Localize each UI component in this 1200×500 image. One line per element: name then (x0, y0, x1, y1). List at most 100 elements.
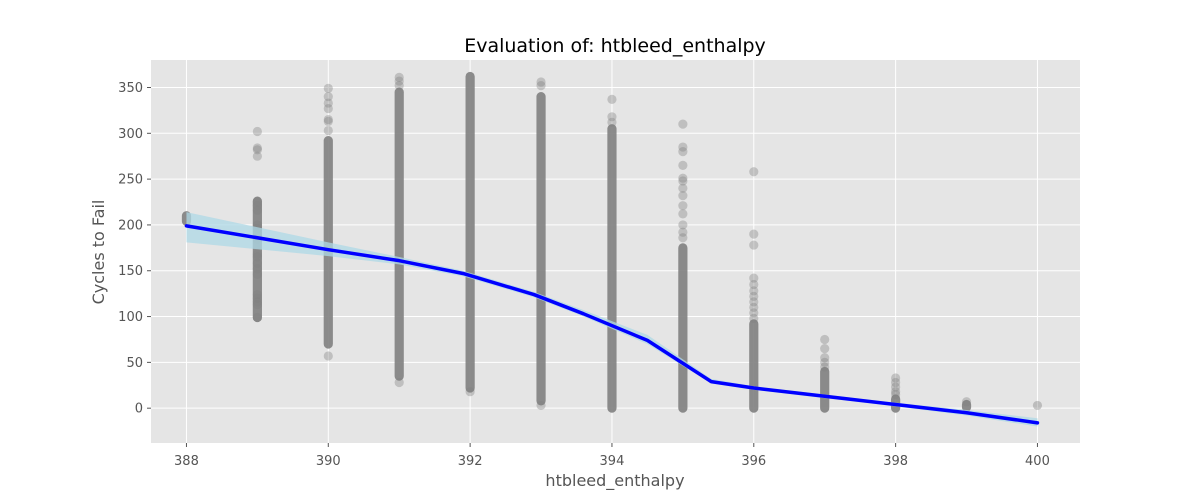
scatter-point (678, 227, 688, 237)
scatter-point (678, 233, 688, 243)
scatter-point (252, 312, 262, 323)
scatter-point (252, 289, 262, 300)
scatter-point (323, 116, 333, 126)
scatter-point (323, 83, 333, 94)
scatter-point (678, 220, 688, 230)
fit-line-layer (184, 224, 1040, 425)
scatter-point (678, 209, 688, 219)
scatter-point (820, 344, 830, 354)
scatter-point (536, 77, 546, 87)
scatter-point (678, 173, 688, 183)
scatter-point (536, 81, 546, 91)
scatter-point (252, 145, 262, 155)
scatter-point (607, 117, 617, 127)
scatter-point (891, 373, 901, 383)
scatter-point (678, 201, 688, 211)
scatter-point (678, 142, 688, 152)
scatter-point-column (536, 92, 546, 406)
scatter-point (607, 94, 617, 104)
chart-title: Evaluation of: htbleed_enthalpy (464, 35, 766, 57)
y-tick-label: 150 (118, 264, 143, 279)
y-tick-label: 250 (118, 173, 143, 188)
scatter-point (891, 377, 901, 388)
scatter-point (891, 387, 901, 397)
x-tick-label: 394 (600, 454, 625, 469)
scatter-point (323, 98, 333, 108)
confidence-band-layer (186, 212, 1038, 427)
scatter-point (678, 160, 688, 170)
scatter-point-column (323, 136, 333, 349)
scatter-point-column (678, 243, 688, 413)
scatter-point (1032, 400, 1043, 411)
scatter-point (749, 279, 759, 290)
scatter-point (252, 252, 262, 262)
scatter-point (820, 362, 830, 372)
scatter-point (252, 197, 262, 207)
x-tick-label: 396 (741, 454, 766, 469)
y-tick-label: 200 (118, 218, 143, 233)
y-tick-label: 350 (118, 81, 143, 96)
scatter-point (820, 353, 830, 363)
scatter-point (252, 249, 262, 259)
scatter-point (749, 297, 759, 307)
scatter-point (678, 183, 688, 193)
tick-labels: 388 390 392 394 396 398 400 0 50 100 150 200 250 300 3… (118, 81, 1050, 469)
scatter-point-column (749, 319, 759, 413)
scatter-point (749, 302, 759, 312)
scatter-point (961, 397, 972, 407)
scatter-point (749, 286, 759, 296)
confidence-band (186, 212, 1038, 427)
scatter-point (891, 382, 901, 392)
y-tick-label: 0 (135, 402, 143, 417)
scatter-point (678, 176, 688, 186)
scatter-point-column (820, 366, 830, 413)
scatter-point (749, 273, 759, 283)
scatter-point (323, 351, 333, 361)
scatter-point (252, 293, 262, 303)
scatter-point (749, 313, 759, 323)
scatter-point (252, 126, 262, 137)
scatter-point (749, 229, 759, 239)
x-tick-label: 400 (1025, 454, 1050, 469)
scatter-point (678, 147, 688, 157)
scatter-point (749, 240, 759, 250)
scatter-point (252, 205, 262, 215)
scatter-point (252, 269, 262, 280)
x-tick-label: 388 (174, 454, 199, 469)
x-tick-label: 390 (316, 454, 341, 469)
scatter-point-column (465, 71, 475, 393)
scatter-point (820, 334, 830, 345)
scatter-point-column (394, 87, 404, 381)
scatter-points (181, 71, 1043, 413)
x-axis-label: htbleed_enthalpy (545, 471, 684, 491)
scatter-point (323, 103, 333, 114)
scatter-point (252, 201, 262, 211)
scatter-point (323, 114, 333, 125)
y-axis-label: Cycles to Fail (89, 200, 108, 305)
scatter-point (607, 112, 617, 122)
y-tick-label: 50 (126, 356, 143, 371)
scatter-point (394, 81, 404, 91)
scatter-point (749, 167, 759, 177)
fit-line (184, 224, 1040, 425)
scatter-point (323, 92, 333, 102)
title-group: Evaluation of: htbleed_enthalpy (464, 35, 766, 57)
scatter-point (891, 389, 901, 400)
scatter-point (465, 387, 475, 397)
scatter-point-column (961, 399, 972, 412)
y-tick-label: 300 (118, 127, 143, 142)
scatter-point (323, 125, 333, 136)
scatter-point (394, 377, 404, 388)
scatter-point-column (607, 124, 617, 413)
scatter-point (394, 76, 404, 86)
scatter-point (678, 191, 688, 201)
scatter-point (820, 357, 830, 367)
scatter-point (252, 258, 262, 269)
scatter-point (252, 143, 262, 153)
scatter-point (252, 264, 262, 274)
x-tick-label: 392 (458, 454, 483, 469)
scatter-point (394, 72, 404, 83)
scatter-point (252, 297, 262, 307)
y-tick-label: 100 (118, 310, 143, 325)
